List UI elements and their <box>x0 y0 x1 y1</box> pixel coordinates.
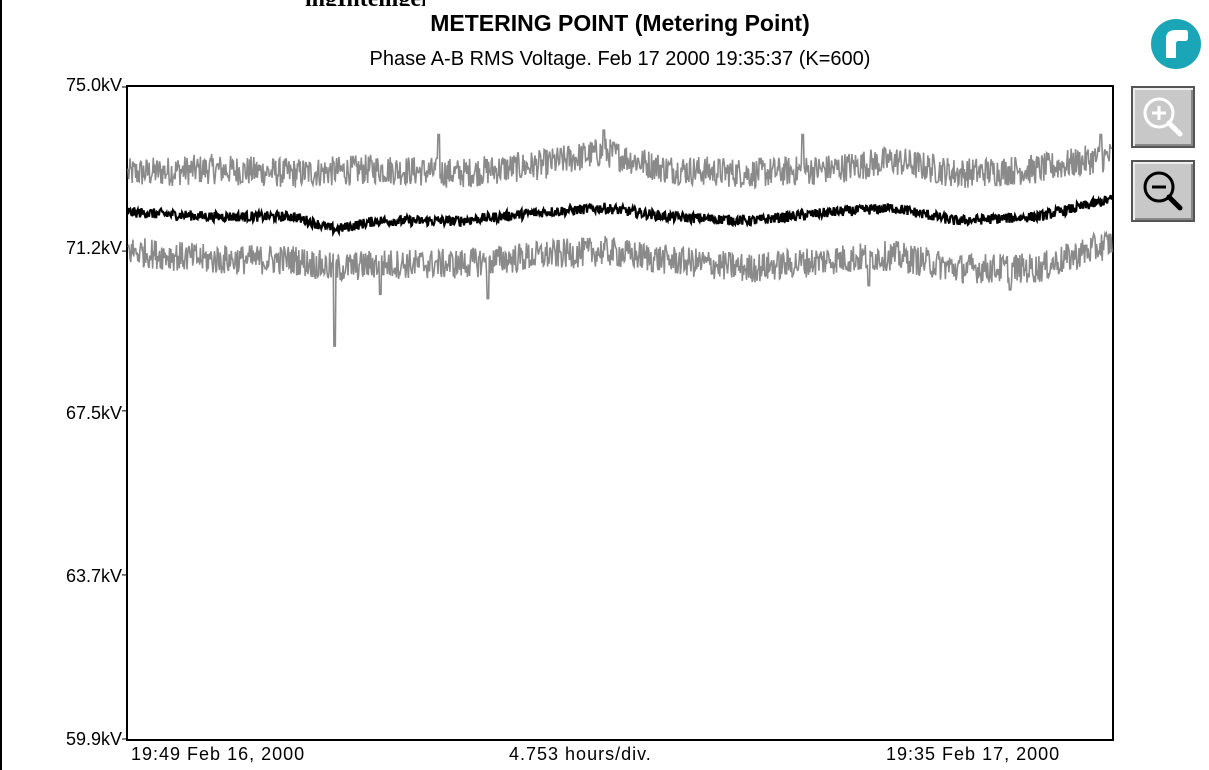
x-end-label: 19:35 Feb 17, 2000 <box>886 744 1061 764</box>
y-tick-label: 63.7kV <box>65 566 122 586</box>
cutoff-window-title: ingIntelligentSy <box>305 0 425 6</box>
chart-subtitle: Phase A-B RMS Voltage. Feb 17 2000 19:35… <box>369 48 871 70</box>
x-start-label: 19:49 Feb 16, 2000 <box>131 744 306 764</box>
window-left-border <box>0 0 2 770</box>
series-line-min <box>127 230 1113 347</box>
series-layer <box>126 129 1113 347</box>
x-division-label: 4.753 hours/div. <box>509 744 652 764</box>
chart-title: METERING POINT (Metering Point) <box>430 10 810 36</box>
y-tick-label: 59.9kV <box>65 729 122 749</box>
y-tick-label: 67.5kV <box>65 403 122 423</box>
zoom-out-button[interactable] <box>1131 160 1195 222</box>
series-line-average <box>126 194 1113 238</box>
series-line-max <box>127 129 1113 190</box>
zoom-out-icon <box>1143 171 1183 211</box>
y-tick-label: 71.2kV <box>65 238 122 258</box>
zoom-in-button[interactable] <box>1131 86 1195 148</box>
zoom-in-icon <box>1143 97 1183 137</box>
y-tick-label: 75.0kV <box>65 75 122 95</box>
plot-area <box>126 85 1114 741</box>
y-axis-ticks <box>122 86 128 740</box>
logo-icon <box>1151 19 1201 69</box>
